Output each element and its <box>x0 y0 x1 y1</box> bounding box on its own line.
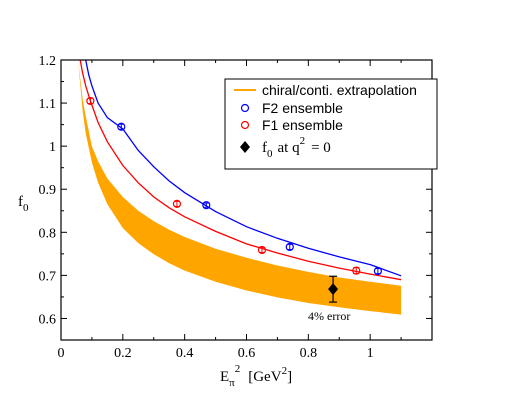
f2-data-point-0 <box>117 122 126 131</box>
f2-data-point-2 <box>285 242 294 252</box>
x-axis-label: Eπ2 [GeV2] <box>220 363 292 389</box>
legend-f1-label: F1 ensemble <box>262 117 343 133</box>
fit-curve-f2 <box>85 60 402 277</box>
legend-band-label: chiral/conti. extrapolation <box>262 82 417 98</box>
y-tick-label-2: 0.8 <box>39 226 57 241</box>
y-tick-label-4: 1 <box>49 140 56 155</box>
extrapolation-band-layer <box>78 60 402 315</box>
y-tick-label-3: 0.9 <box>39 183 57 198</box>
f1-data-point-2 <box>257 245 267 255</box>
legend: chiral/conti. extrapolation F2 ensemble … <box>224 78 438 170</box>
highlight-diamond-point <box>328 283 339 296</box>
y-tick-label-6: 1.2 <box>39 54 57 69</box>
f1-data-point-3 <box>352 266 361 275</box>
y-tick-label-0: 0.6 <box>39 312 57 327</box>
x-tick-label-2: 0.4 <box>176 346 194 361</box>
error-annotation: 4% error <box>308 309 350 323</box>
f1-data-point-1 <box>172 199 182 208</box>
legend-f2-marker <box>240 103 250 113</box>
y-tick-label-5: 1.1 <box>39 97 57 112</box>
x-tick-label-4: 0.8 <box>300 346 318 361</box>
y-axis-label: f0 <box>18 194 29 214</box>
data-points-layer <box>86 96 382 303</box>
f2-data-point-1 <box>202 201 211 210</box>
legend-f1-marker <box>240 120 250 130</box>
x-tick-label-5: 1 <box>367 346 374 361</box>
ticks-layer: 0 0.2 0.4 0.6 0.8 1 0.6 0.7 0.8 0.9 1 1.1 1.2 <box>39 54 432 361</box>
f1-data-point-0 <box>86 96 95 106</box>
legend-highlight-label: f0 at q2 = 0 <box>262 135 331 160</box>
y-tick-label-1: 0.7 <box>39 269 57 284</box>
legend-box <box>224 78 438 170</box>
legend-f2-label: F2 ensemble <box>262 100 343 116</box>
x-tick-label-0: 0 <box>58 346 65 361</box>
x-tick-label-1: 0.2 <box>114 346 132 361</box>
extrapolation-band <box>78 60 402 315</box>
legend-diamond-marker <box>240 141 250 153</box>
f2-data-point-3 <box>373 266 382 276</box>
x-tick-label-3: 0.6 <box>238 346 256 361</box>
